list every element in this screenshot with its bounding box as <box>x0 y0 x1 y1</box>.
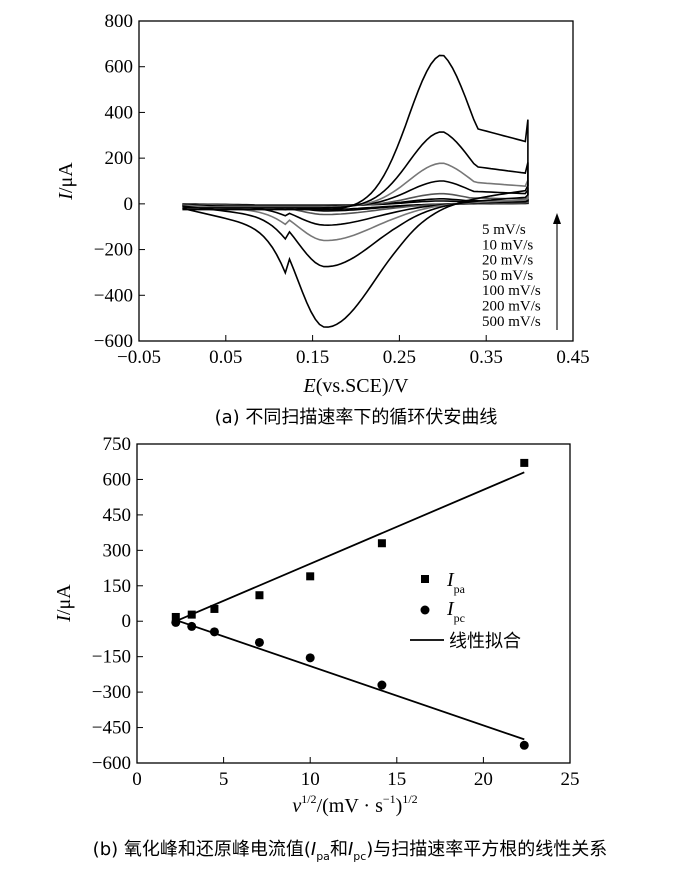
chart-a-ytick-label: 0 <box>124 194 134 215</box>
point-ipa <box>187 610 196 619</box>
chart-a-legend-entry: 5 mV/s <box>482 222 526 238</box>
chart-a-ytick-label: 600 <box>105 57 134 78</box>
chart-a-xtick-label: −0.05 <box>117 347 161 368</box>
chart-b-ytick-label: 750 <box>103 434 132 455</box>
chart-b-ytick-label: −450 <box>92 718 131 739</box>
chart-a-ytick-label: −400 <box>94 285 133 306</box>
chart-b-ytick-label: 600 <box>103 469 132 490</box>
chart-b-ytick-label: 150 <box>103 576 132 597</box>
legend-ipa-marker <box>421 575 429 583</box>
point-ipc <box>377 680 387 690</box>
chart-b-ytick-label: 0 <box>122 611 132 632</box>
chart-a-legend-entry: 10 mV/s <box>482 237 533 253</box>
chart-b-legend: Ipa Ipc 线性拟合 <box>410 569 521 652</box>
chart-b-xtick-label: 25 <box>561 769 580 790</box>
chart-b-xtick-label: 10 <box>301 769 320 790</box>
chart-a: −0.05 0.05 0.15 0.25 0.35 0.45 800 600 400 200 0 −… <box>55 11 590 428</box>
chart-b-ytick-label: −150 <box>92 647 131 668</box>
point-ipa <box>255 591 264 600</box>
chart-b-ytick-label: 450 <box>103 505 132 526</box>
point-ipa <box>306 572 315 581</box>
legend-fit-label: 线性拟合 <box>449 631 521 652</box>
chart-a-legend-entry: 20 mV/s <box>482 253 533 269</box>
fit-line-ipa <box>175 471 525 623</box>
chart-a-arrow <box>553 213 561 330</box>
chart-a-legend-entry: 200 mV/s <box>482 299 541 315</box>
chart-a-ytick-label: −200 <box>94 240 133 261</box>
chart-b-ytick-label: 300 <box>103 540 132 561</box>
legend-ipa-label: Ipa <box>446 569 466 596</box>
chart-a-plot-frame <box>138 20 574 342</box>
point-ipa <box>171 612 180 621</box>
chart-b-plot-frame <box>136 443 571 764</box>
point-ipa <box>377 539 386 548</box>
cv-curve-500-mv-s <box>182 54 529 328</box>
point-ipc <box>305 653 315 663</box>
chart-a-xlabel: E(vs.SCE)/V <box>302 375 409 397</box>
point-ipc <box>209 627 219 637</box>
legend-ipc-marker <box>420 605 430 615</box>
chart-b-xlabel: v1/2/(mV · s−1)1/2 <box>292 792 417 817</box>
chart-b-xtick-label: 20 <box>474 769 493 790</box>
chart-b-ytick-label: −300 <box>92 682 131 703</box>
chart-b-xtick-label: 15 <box>387 769 406 790</box>
fit-line-ipc <box>175 619 525 741</box>
chart-b-caption: (b) 氧化峰和还原峰电流值(Ipa和Ipc)与扫描速率平方根的线性关系 <box>93 839 608 863</box>
chart-a-legend-entry: 50 mV/s <box>482 268 533 284</box>
chart-b-ylabel: I/μA <box>53 584 75 623</box>
chart-b-xtick-label: 0 <box>132 769 142 790</box>
chart-a-legend-entry: 500 mV/s <box>482 314 541 330</box>
point-ipc <box>254 637 264 647</box>
point-ipc <box>187 621 197 631</box>
chart-a-xtick-label: 0.45 <box>556 347 589 368</box>
chart-a-xtick-label: 0.25 <box>383 347 416 368</box>
chart-a-ytick-label: −600 <box>94 331 133 352</box>
point-ipa <box>210 604 219 613</box>
point-ipc <box>519 740 529 750</box>
chart-a-ytick-label: 200 <box>105 148 134 169</box>
point-ipa <box>520 458 529 467</box>
chart-a-ytick-label: 400 <box>105 102 134 123</box>
chart-a-xtick-label: 0.15 <box>296 347 329 368</box>
chart-b: 0 5 10 15 20 25 750 600 450 300 150 0 −150 −300 −450 −… <box>53 434 607 863</box>
chart-a-ytick-label: 800 <box>105 11 134 32</box>
chart-b-ytick-label: −600 <box>92 753 131 774</box>
chart-a-ylabel: I/μA <box>55 162 77 201</box>
chart-b-xtick-label: 5 <box>219 769 229 790</box>
chart-a-xtick-label: 0.35 <box>470 347 503 368</box>
chart-a-legend-entry: 100 mV/s <box>482 283 541 299</box>
legend-ipc-label: Ipc <box>446 598 465 625</box>
point-ipc <box>171 617 181 627</box>
chart-a-xtick-label: 0.05 <box>209 347 242 368</box>
chart-a-caption: (a) 不同扫描速率下的循环伏安曲线 <box>215 407 498 428</box>
